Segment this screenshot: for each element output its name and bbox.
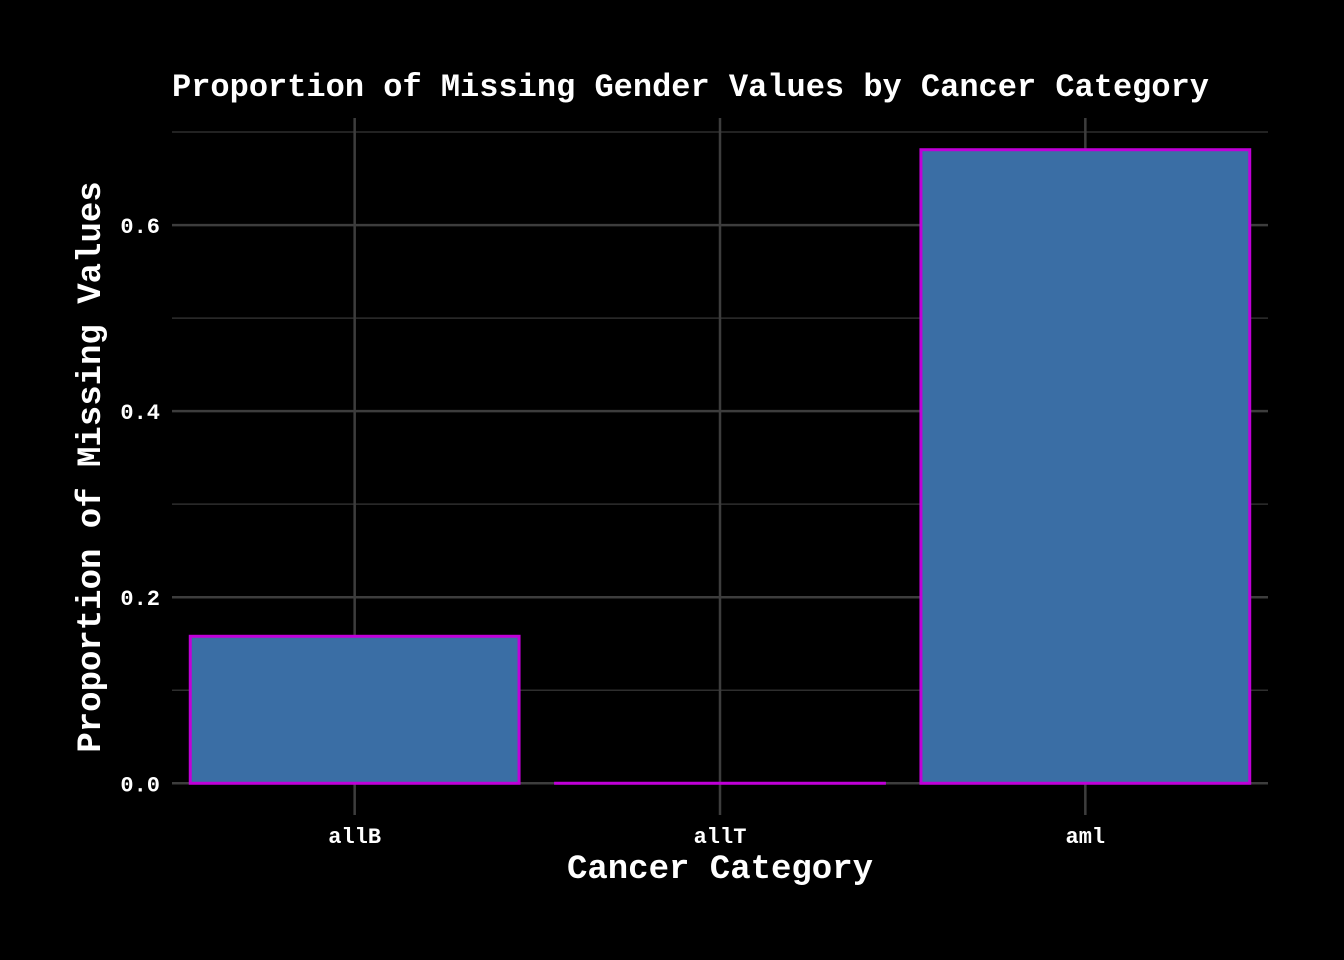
y-tick-label: 0.6 xyxy=(120,215,160,240)
x-tick-label: aml xyxy=(1066,825,1106,850)
bar-aml xyxy=(919,148,1252,785)
chart-title: Proportion of Missing Gender Values by C… xyxy=(172,69,1209,106)
tick-layer: 0.0 0.2 0.4 0.6 allB allT aml xyxy=(120,215,1105,850)
y-axis-title: Proportion of Missing Values xyxy=(73,181,111,752)
bar-allB xyxy=(188,634,521,785)
x-axis-title: Cancer Category xyxy=(567,851,873,889)
y-tick-label: 0.4 xyxy=(120,401,160,426)
bar-layer xyxy=(188,148,1252,785)
x-tick-label: allT xyxy=(694,825,747,850)
x-tick-label: allB xyxy=(328,825,381,850)
y-tick-label: 0.0 xyxy=(120,773,160,798)
y-tick-label: 0.2 xyxy=(120,587,160,612)
